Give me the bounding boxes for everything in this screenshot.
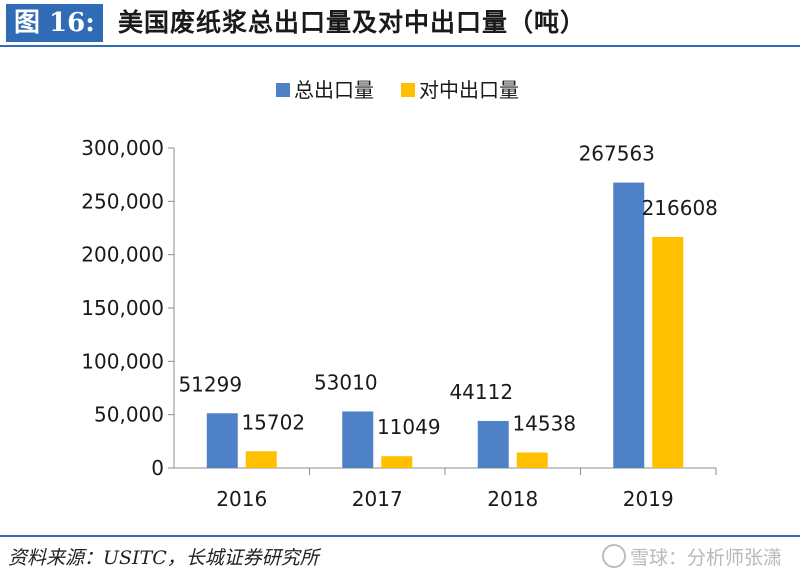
- legend-label-china: 对中出口量: [419, 78, 519, 102]
- data-label-china: 216608: [642, 196, 718, 220]
- y-tick-label: 250,000: [81, 189, 164, 213]
- x-tick-label: 2017: [352, 487, 403, 511]
- y-tick-label: 100,000: [81, 349, 164, 373]
- data-label-total: 267563: [579, 142, 655, 166]
- data-labels: 51299 15702 53010 11049 44112 14538 267563 2166…: [178, 142, 717, 440]
- bar-total: [477, 420, 509, 468]
- legend: 总出口量 对中出口量: [276, 78, 519, 102]
- data-label-china: 14538: [512, 411, 576, 435]
- bar-china: [516, 452, 548, 468]
- data-label-total: 44112: [449, 380, 513, 404]
- footer-rule: [0, 535, 800, 537]
- data-label-total: 51299: [178, 372, 242, 396]
- y-tick-label: 200,000: [81, 243, 164, 267]
- bar-china: [381, 456, 413, 468]
- y-tick-label: 0: [151, 456, 164, 480]
- y-tick-label: 150,000: [81, 296, 164, 320]
- x-tick-label: 2019: [623, 487, 674, 511]
- bars: [206, 182, 684, 468]
- snowball-logo-icon: [601, 544, 626, 568]
- bar-total: [613, 182, 645, 468]
- legend-swatch-total: [276, 83, 290, 97]
- figure-header: 图 16: 美国废纸浆总出口量及对中出口量（吨）: [0, 0, 800, 48]
- data-label-china: 11049: [377, 415, 441, 439]
- bar-china: [652, 236, 684, 468]
- bar-chart: 总出口量 对中出口量 0 50,000 100,000 150,000 200,000 2…: [81, 78, 718, 511]
- legend-label-total: 总出口量: [294, 78, 374, 102]
- header-rule: [0, 45, 800, 47]
- y-tick-label: 300,000: [81, 136, 164, 160]
- watermark: 雪球：分析师张潇: [601, 543, 782, 570]
- axes: 0 50,000 100,000 150,000 200,000 250,000 300,0…: [81, 136, 717, 511]
- x-tick-label: 2018: [487, 487, 538, 511]
- y-tick-label: 50,000: [94, 403, 164, 427]
- figure-label: 图 16:: [6, 4, 103, 42]
- watermark-text: 雪球：分析师张潇: [629, 547, 782, 569]
- data-label-china: 15702: [241, 410, 305, 434]
- legend-swatch-china: [401, 83, 415, 97]
- source-note: 资料来源：USITC，长城证券研究所: [8, 547, 319, 569]
- x-tick-label: 2016: [216, 487, 267, 511]
- bar-china: [245, 451, 277, 468]
- data-label-total: 53010: [314, 370, 378, 394]
- bar-total: [206, 413, 238, 468]
- bar-total: [342, 411, 374, 468]
- figure-title: 美国废纸浆总出口量及对中出口量（吨）: [118, 8, 587, 37]
